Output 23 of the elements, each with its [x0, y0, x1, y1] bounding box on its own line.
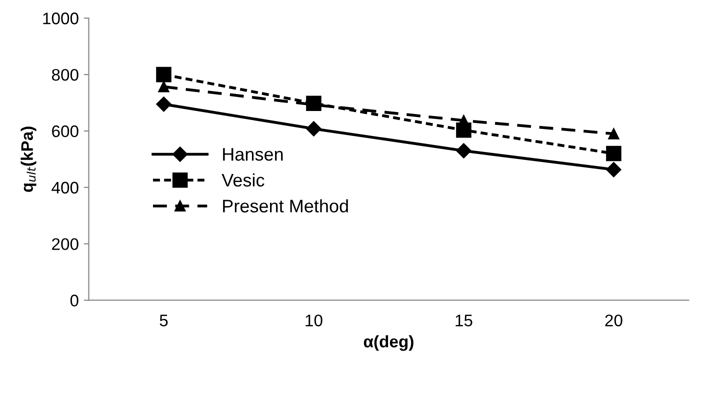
x-tick-label: 5 [160, 314, 168, 326]
point [608, 128, 620, 140]
y-tick-label: 0 [70, 294, 78, 306]
y-axis-title: q$_{ult}$(kPa) [20, 126, 36, 192]
y-tick-label: 1000 [43, 12, 78, 24]
y-tick-label: 400 [52, 182, 78, 194]
point [606, 146, 622, 162]
point [156, 66, 172, 82]
point [456, 143, 472, 158]
legend-label: Present Method [223, 199, 348, 212]
y-tick-label: 600 [52, 125, 78, 138]
y-tick-label: 200 [52, 238, 78, 250]
legend-label: Hansen [223, 148, 283, 161]
x-tick-label: 15 [456, 314, 472, 326]
point [306, 121, 322, 136]
legend-label: Vesic [222, 173, 264, 187]
x-tick-label: 20 [605, 314, 622, 326]
point [156, 96, 172, 112]
x-axis-title: α(deg) [364, 335, 414, 351]
point [158, 81, 170, 92]
y-tick-label: 800 [52, 68, 78, 81]
x-tick-label: 10 [306, 314, 322, 326]
point [606, 162, 622, 178]
